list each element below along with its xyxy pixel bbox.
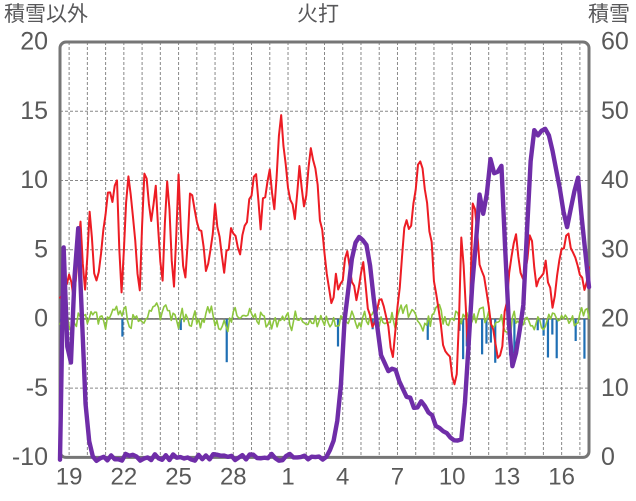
svg-text:13: 13 xyxy=(494,463,521,490)
svg-text:20: 20 xyxy=(20,28,48,56)
svg-text:20: 20 xyxy=(601,305,629,333)
svg-text:10: 10 xyxy=(601,374,629,402)
svg-text:30: 30 xyxy=(601,235,629,263)
svg-text:22: 22 xyxy=(110,463,137,490)
svg-text:-5: -5 xyxy=(26,374,48,402)
svg-text:0: 0 xyxy=(601,443,615,471)
svg-text:15: 15 xyxy=(20,97,48,125)
svg-text:40: 40 xyxy=(601,166,629,194)
svg-text:28: 28 xyxy=(220,463,247,490)
svg-text:10: 10 xyxy=(439,463,466,490)
svg-text:60: 60 xyxy=(601,28,629,56)
svg-text:0: 0 xyxy=(34,305,48,333)
svg-text:積雪以外: 積雪以外 xyxy=(4,0,88,28)
svg-text:5: 5 xyxy=(34,235,48,263)
svg-text:19: 19 xyxy=(56,463,83,490)
svg-text:50: 50 xyxy=(601,97,629,125)
svg-text:16: 16 xyxy=(548,463,575,490)
svg-text:火打: 火打 xyxy=(297,0,339,28)
svg-text:4: 4 xyxy=(336,463,349,490)
svg-text:積雪: 積雪 xyxy=(588,0,630,28)
svg-text:1: 1 xyxy=(281,463,294,490)
svg-text:10: 10 xyxy=(20,166,48,194)
svg-text:7: 7 xyxy=(391,463,404,490)
svg-text:-10: -10 xyxy=(12,443,48,471)
svg-text:25: 25 xyxy=(165,463,192,490)
